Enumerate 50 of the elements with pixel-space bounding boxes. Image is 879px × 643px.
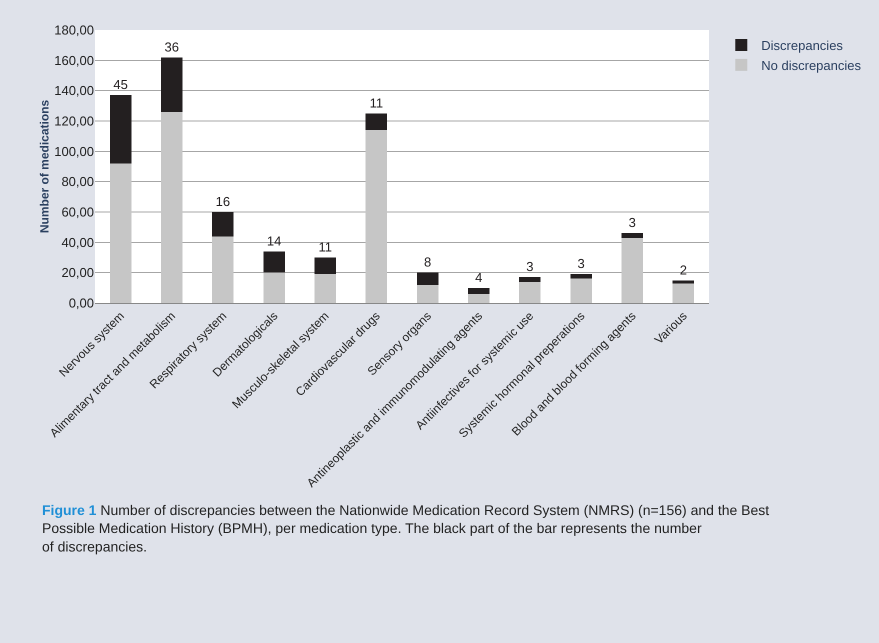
data-label: 45 bbox=[113, 77, 128, 92]
bar bbox=[161, 57, 182, 112]
data-label: 11 bbox=[318, 240, 332, 254]
y-tick-label: 20,00 bbox=[61, 265, 94, 280]
bar bbox=[314, 274, 336, 303]
data-label: 11 bbox=[370, 95, 384, 110]
caption: Figure 1 bbox=[42, 502, 97, 518]
bar bbox=[622, 238, 643, 303]
bar bbox=[519, 282, 541, 303]
bar bbox=[110, 163, 132, 303]
y-tick-label: 140,00 bbox=[54, 83, 94, 98]
bar bbox=[570, 274, 592, 279]
bar bbox=[161, 112, 182, 303]
bar bbox=[416, 284, 438, 303]
data-label: 4 bbox=[475, 270, 482, 285]
y-tick-label: 100,00 bbox=[54, 144, 94, 159]
bar bbox=[263, 272, 285, 303]
bar bbox=[672, 283, 694, 303]
y-tick-label: 40,00 bbox=[61, 234, 94, 250]
legend-label: No discrepancies bbox=[761, 58, 862, 73]
y-axis-title: Number of medications bbox=[38, 100, 52, 234]
y-tick-label: 160,00 bbox=[54, 52, 94, 68]
bar bbox=[672, 280, 694, 284]
bar bbox=[570, 278, 592, 303]
data-label: 3 bbox=[577, 256, 585, 272]
y-tick-label: 60,00 bbox=[61, 204, 94, 220]
bar bbox=[263, 251, 285, 273]
bar bbox=[212, 236, 234, 303]
data-label: 14 bbox=[266, 233, 282, 248]
data-label: 16 bbox=[216, 194, 230, 209]
bar bbox=[416, 272, 438, 285]
bar bbox=[110, 95, 132, 164]
data-label: 8 bbox=[424, 254, 432, 270]
y-tick-label: 0,00 bbox=[68, 296, 94, 311]
bar bbox=[468, 294, 490, 303]
y-tick-label: 120,00 bbox=[54, 114, 94, 129]
legend-label: Discrepancies bbox=[761, 38, 844, 54]
data-label: 3 bbox=[526, 259, 534, 274]
bar bbox=[314, 258, 336, 274]
data-label: 36 bbox=[164, 39, 179, 54]
data-label: 3 bbox=[628, 215, 636, 230]
bar bbox=[366, 113, 388, 130]
bar bbox=[212, 212, 234, 236]
bar bbox=[366, 130, 388, 303]
y-tick-label: 180,00 bbox=[54, 22, 94, 38]
bar bbox=[519, 277, 541, 282]
data-label: 2 bbox=[680, 262, 688, 278]
bar bbox=[622, 233, 643, 238]
y-tick-label: 80,00 bbox=[61, 174, 94, 190]
bar bbox=[468, 288, 490, 294]
